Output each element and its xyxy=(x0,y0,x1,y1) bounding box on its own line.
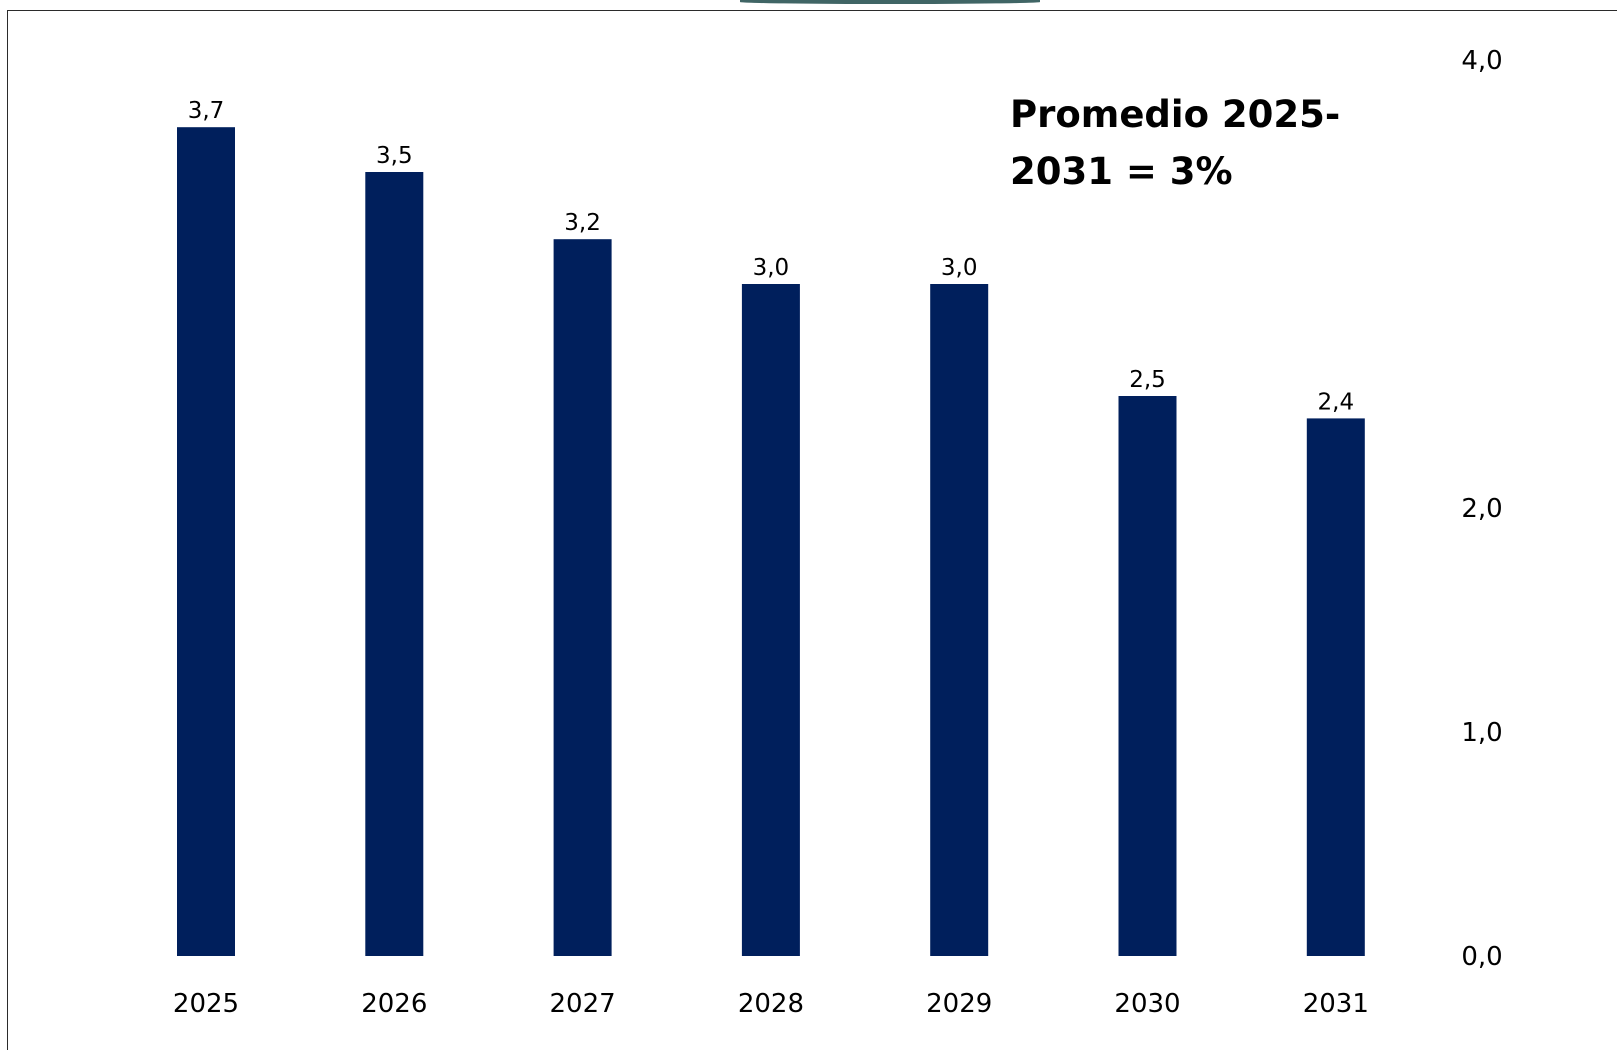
average-annotation: Promedio 2025-2031 = 3% xyxy=(1010,93,1341,193)
x-tick-label-2028: 2028 xyxy=(738,989,804,1019)
y-tick-label-0,0: 0,0 xyxy=(1461,942,1502,972)
bar-2027 xyxy=(553,239,612,956)
x-tick-label-2029: 2029 xyxy=(926,989,992,1019)
bar-2028 xyxy=(741,284,800,956)
x-axis-tick-labels: 2025 2026 2027 2028 2029 2030 2031 xyxy=(173,989,1369,1019)
bar-2025 xyxy=(177,127,235,956)
x-tick-label-2027: 2027 xyxy=(550,989,616,1019)
x-tick-label-2026: 2026 xyxy=(361,989,427,1019)
bar-2030 xyxy=(1118,396,1177,956)
chart-frame xyxy=(7,10,1617,1050)
data-label-2030: 2,5 xyxy=(1129,367,1166,393)
value-labels-group: 3,7 3,5 3,2 3,0 3,0 2,5 2,4 xyxy=(188,98,1354,415)
bar-2031 xyxy=(1306,418,1365,956)
x-tick-label-2031: 2031 xyxy=(1303,989,1369,1019)
top-accent-decoration xyxy=(740,0,1040,4)
bar-2029 xyxy=(930,284,989,956)
x-tick-label-2030: 2030 xyxy=(1114,989,1180,1019)
data-label-2029: 3,0 xyxy=(941,255,978,281)
bars-group xyxy=(177,127,1365,956)
data-label-2028: 3,0 xyxy=(753,255,790,281)
y-tick-label-1,0: 1,0 xyxy=(1461,718,1502,748)
data-label-2025: 3,7 xyxy=(188,98,225,124)
y-axis-tick-labels: 0,0 1,0 2,0 4,0 xyxy=(1461,46,1502,972)
y-tick-label-4,0: 4,0 xyxy=(1461,46,1502,76)
x-tick-label-2025: 2025 xyxy=(173,989,239,1019)
bar-2026 xyxy=(365,172,424,956)
y-tick-label-2,0: 2,0 xyxy=(1461,494,1502,524)
data-label-2027: 3,2 xyxy=(564,210,601,236)
data-label-2026: 3,5 xyxy=(376,143,413,169)
data-label-2031: 2,4 xyxy=(1318,389,1355,415)
